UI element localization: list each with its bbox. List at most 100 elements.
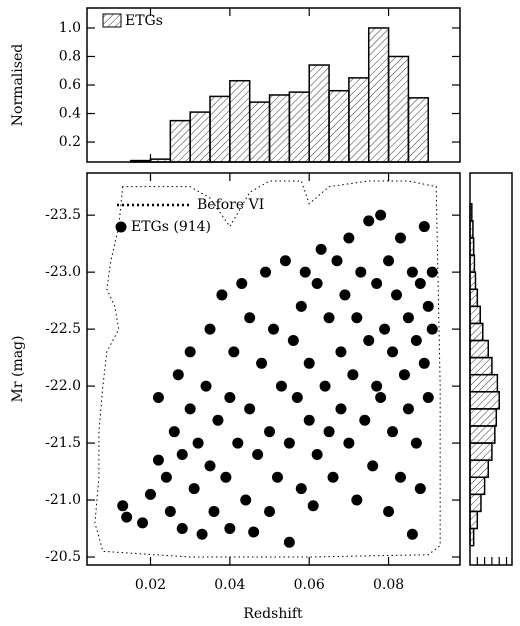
- scatter-point: [398, 369, 410, 381]
- scatter-point: [152, 454, 164, 466]
- histogram-bar: [308, 64, 330, 163]
- scatter-point: [168, 426, 180, 438]
- plot-frame: [86, 7, 461, 163]
- scatter-point: [355, 266, 367, 278]
- histogram-bar: [469, 510, 479, 530]
- scatter-point: [383, 505, 395, 517]
- scatter-point: [283, 437, 295, 449]
- scatter-point: [363, 335, 375, 347]
- scatter-point: [414, 483, 426, 495]
- scatter-point: [264, 426, 276, 438]
- scatter-point: [426, 266, 438, 278]
- scatter-point: [137, 517, 149, 529]
- scatter-point: [303, 357, 315, 369]
- histogram-bar: [348, 77, 370, 163]
- scatter-point: [184, 346, 196, 358]
- histogram-bar: [469, 271, 477, 290]
- scatter-point: [394, 232, 406, 244]
- scatter-point: [299, 266, 311, 278]
- scatter-point: [160, 471, 172, 483]
- scatter-point: [275, 380, 287, 392]
- scatter-point: [319, 380, 331, 392]
- scatter-point: [164, 505, 176, 517]
- plot-frame: [469, 172, 513, 566]
- scatter-point: [204, 323, 216, 335]
- histogram-bar: [407, 97, 430, 163]
- scatter-point: [383, 255, 395, 267]
- histogram-bar: [248, 101, 271, 163]
- scatter-point: [323, 426, 335, 438]
- x-tick-label: 0.08: [373, 577, 404, 593]
- scatter-point: [387, 346, 399, 358]
- plot-frame: [86, 172, 461, 566]
- scatter-point: [402, 312, 414, 324]
- histogram-bar: [268, 94, 291, 163]
- scatter-point: [339, 289, 351, 301]
- scatter-point: [220, 471, 232, 483]
- scatter-point: [252, 448, 264, 460]
- scatter-point: [363, 215, 375, 227]
- scatter-point: [248, 526, 260, 538]
- scatter-point: [224, 523, 236, 535]
- contour-line: [94, 180, 441, 558]
- scatter-point: [283, 536, 295, 548]
- scatter-point: [343, 232, 355, 244]
- scatter-point: [426, 323, 438, 335]
- scatter-point: [371, 380, 383, 392]
- scatter-point: [184, 403, 196, 415]
- y-tick-label: -20.5: [45, 549, 81, 565]
- scatter-point: [260, 266, 272, 278]
- scatter-point: [335, 403, 347, 415]
- scatter-point: [208, 505, 220, 517]
- histogram-bar: [469, 339, 490, 359]
- y-axis-label: Mr (mag): [10, 336, 26, 403]
- histogram-bar: [367, 27, 390, 163]
- scatter-point: [414, 278, 426, 290]
- x-tick-label: 0.06: [294, 577, 325, 593]
- scatter-point: [232, 437, 244, 449]
- scatter-point: [402, 403, 414, 415]
- scatter-point: [410, 335, 422, 347]
- scatter-point: [347, 369, 359, 381]
- scatter-point: [311, 278, 323, 290]
- scatter-point: [422, 300, 434, 312]
- scatter-point: [244, 312, 256, 324]
- histogram-bar: [169, 119, 191, 163]
- legend-label: Before VI: [197, 197, 264, 213]
- histogram-bar: [469, 288, 479, 308]
- histogram-bar: [469, 322, 484, 342]
- legend-swatch: [102, 13, 122, 28]
- scatter-point: [367, 460, 379, 472]
- scatter-point: [256, 357, 268, 369]
- scatter-point: [343, 437, 355, 449]
- scatter-point: [236, 278, 248, 290]
- x-tick-label: 0.02: [135, 577, 166, 593]
- scatter-point: [224, 391, 236, 403]
- scatter-point: [176, 448, 188, 460]
- y-tick-label: -21.5: [45, 435, 81, 451]
- scatter-point: [244, 403, 256, 415]
- scatter-point: [311, 448, 323, 460]
- scatter-point: [228, 346, 240, 358]
- scatter-point: [335, 346, 347, 358]
- scatter-point: [303, 414, 315, 426]
- y-tick-label: -23.5: [45, 207, 81, 223]
- scatter-point: [371, 278, 383, 290]
- scatter-point: [375, 391, 387, 403]
- histogram-bar: [469, 408, 498, 427]
- y-tick-label: -21.0: [45, 492, 81, 508]
- histogram-bar: [469, 425, 496, 444]
- scatter-point: [406, 528, 418, 540]
- histogram-bar: [469, 391, 500, 410]
- scatter-point: [394, 471, 406, 483]
- scatter-point: [204, 460, 216, 472]
- scatter-point: [196, 528, 208, 540]
- scatter-point: [379, 323, 391, 335]
- scatter-point: [192, 437, 204, 449]
- scatter-point: [152, 391, 164, 403]
- histogram-bar: [209, 95, 231, 163]
- histogram-bar: [387, 55, 410, 163]
- legend-label: ETGs (914): [131, 219, 211, 235]
